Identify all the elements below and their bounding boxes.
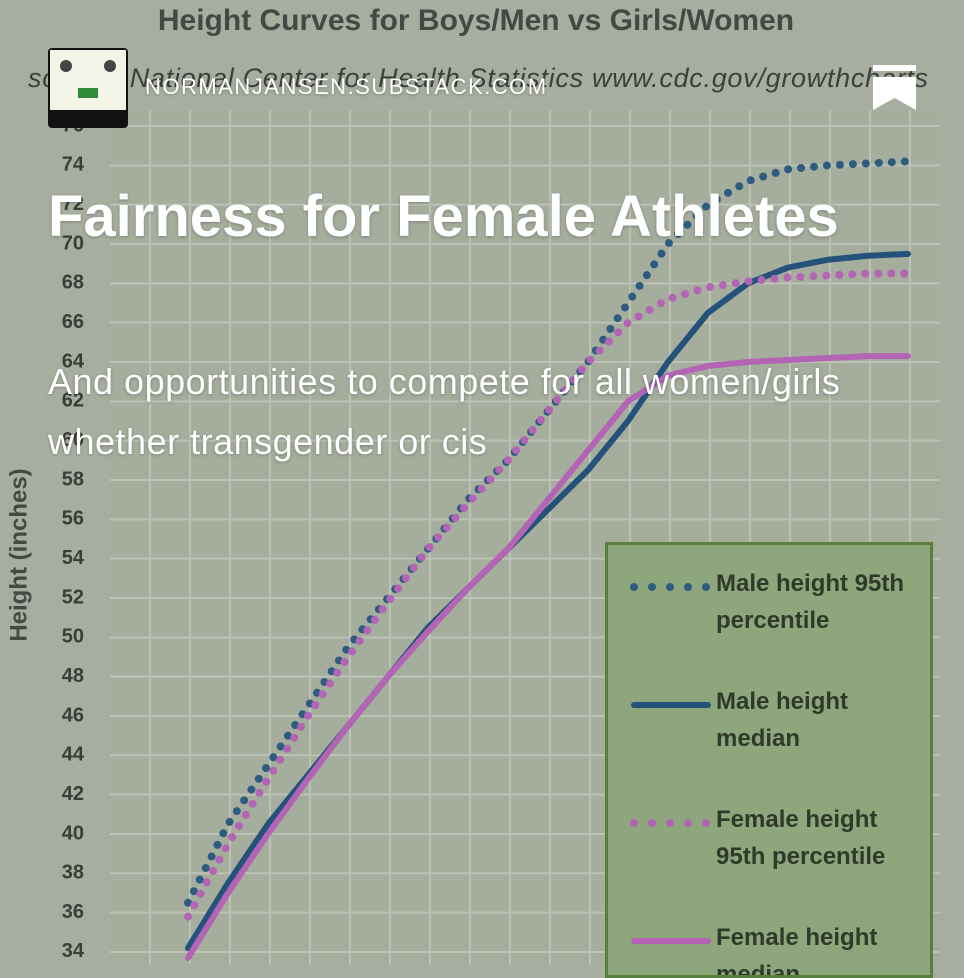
y-tick-label: 56 — [62, 508, 84, 530]
series-line — [185, 353, 911, 961]
y-tick-label: 50 — [62, 626, 84, 648]
legend-label: Male height median — [716, 688, 849, 752]
logo-panel — [50, 50, 126, 110]
publication-logo[interactable] — [48, 48, 128, 128]
y-tick-label: 52 — [62, 586, 84, 608]
y-tick-label: 60 — [62, 429, 84, 451]
legend-label: Male height 95th percentile — [716, 570, 905, 634]
post-title[interactable]: Fairness for Female Athletes — [48, 184, 839, 249]
chart-title: Height Curves for Boys/Men vs Girls/Wome… — [158, 4, 794, 37]
y-tick-label: 68 — [62, 272, 84, 294]
logo-figure — [104, 60, 116, 72]
legend: Male height 95th percentile Male height m… — [605, 542, 933, 978]
y-tick-label: 62 — [62, 390, 84, 412]
y-tick-label: 74 — [62, 154, 85, 176]
y-tick-label: 36 — [62, 901, 84, 923]
y-tick-label: 40 — [62, 822, 84, 844]
bookmark-icon[interactable] — [872, 64, 918, 112]
y-axis-label: Height (inches) — [5, 468, 32, 641]
legend-swatch — [631, 938, 711, 944]
y-tick-label: 34 — [62, 940, 85, 962]
y-tick-label: 44 — [62, 744, 85, 766]
y-tick-label: 64 — [62, 350, 85, 372]
y-tick-label: 46 — [62, 704, 84, 726]
bookmark-bar — [873, 65, 916, 71]
y-tick-label: 38 — [62, 862, 84, 884]
y-tick-label: 42 — [62, 783, 84, 805]
chart-source: source: National Center for Health Stati… — [28, 63, 928, 93]
logo-figure — [60, 60, 72, 72]
y-tick-label: 72 — [62, 193, 84, 215]
legend-entry: Male height 95th percentile — [628, 570, 928, 639]
legend-entry: Male height median — [628, 688, 928, 757]
post-subtitle: And opportunities to compete for all wom… — [48, 361, 841, 462]
legend-entry: Female height 95th percentile — [628, 806, 928, 875]
y-tick-label: 54 — [62, 547, 85, 569]
logo-art — [50, 50, 126, 110]
publication-name[interactable]: NORMANJANSEN.SUBSTACK.COM — [145, 74, 548, 99]
legend-label: Female height median — [716, 924, 878, 978]
y-tick-label: 58 — [62, 468, 84, 490]
legend-entry: Female height median — [628, 924, 928, 975]
y-tick-label: 48 — [62, 665, 84, 687]
legend-label: Female height 95th percentile — [716, 806, 886, 870]
y-tick-label: 70 — [62, 232, 84, 254]
legend-swatch — [630, 583, 712, 591]
series-line — [184, 269, 912, 921]
logo-object — [78, 88, 98, 98]
legend-swatch — [630, 819, 712, 827]
y-tick-label: 66 — [62, 311, 84, 333]
legend-swatch — [631, 702, 711, 708]
bookmark-shape — [873, 77, 916, 110]
